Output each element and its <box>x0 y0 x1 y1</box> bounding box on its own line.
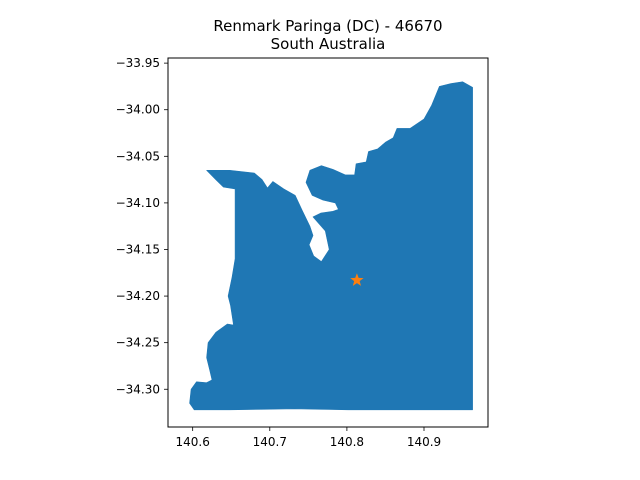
y-tick-label: −34.00 <box>116 103 160 117</box>
y-tick-label: −34.25 <box>116 336 160 350</box>
x-axis: 140.6 140.7 140.8 140.9 <box>175 427 441 449</box>
y-tick-label: −34.20 <box>116 289 160 303</box>
plot-area <box>167 57 489 428</box>
x-tick-label: 140.7 <box>253 435 287 449</box>
x-tick-label: 140.6 <box>175 435 209 449</box>
axes-frame <box>167 57 489 428</box>
y-tick-label: −33.95 <box>116 56 160 70</box>
y-axis: −33.95 −34.00 −34.05 −34.10 −34.15 −34.20 −34.… <box>116 56 168 396</box>
region-polygon <box>189 81 473 411</box>
map-title: Renmark Paringa (DC) - 46670 <box>213 17 442 35</box>
x-tick-label: 140.8 <box>330 435 364 449</box>
y-tick-label: −34.05 <box>116 149 160 163</box>
y-tick-label: −34.15 <box>116 242 160 256</box>
y-tick-label: −34.30 <box>116 382 160 396</box>
y-tick-label: −34.10 <box>116 196 160 210</box>
map-subtitle: South Australia <box>271 35 386 53</box>
centroid-star-marker <box>350 273 364 286</box>
x-tick-label: 140.9 <box>407 435 441 449</box>
